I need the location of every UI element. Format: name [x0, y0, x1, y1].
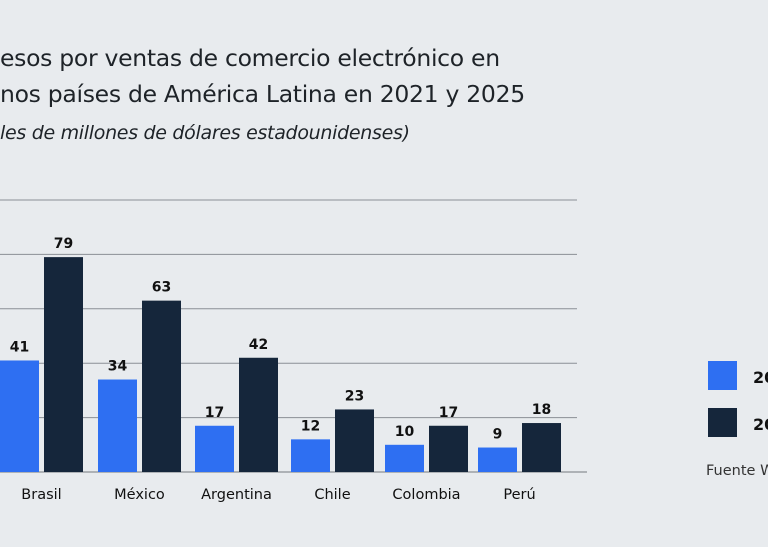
chart-title-line-1: esos por ventas de comercio electrónico …	[0, 44, 500, 72]
chart-title-line-2: nos países de América Latina en 2021 y 2…	[0, 80, 525, 108]
data-label: 23	[345, 388, 364, 404]
x-tick-label: Brasil	[21, 487, 61, 503]
bar-colombia-series-1	[385, 444, 424, 472]
bar-brasil-series-1	[0, 360, 39, 472]
data-label: 18	[532, 402, 551, 418]
data-label: 41	[10, 339, 29, 355]
data-label: 10	[395, 424, 415, 440]
legend-swatch-series-1	[708, 361, 737, 390]
bar-colombia-series-2	[429, 425, 468, 472]
data-label: 9	[493, 427, 503, 443]
bar-perú-series-2	[522, 423, 561, 472]
bar-brasil-series-2	[44, 257, 83, 472]
source-note: Fuente W	[706, 463, 768, 479]
data-label: 34	[108, 359, 128, 375]
bar-méxico-series-1	[98, 379, 137, 472]
x-tick-label: Colombia	[392, 487, 460, 503]
data-label: 63	[152, 280, 171, 296]
chart-subtitle: les de millones de dólares estadounidens…	[0, 122, 410, 144]
bar-argentina-series-1	[195, 425, 234, 472]
data-label: 42	[249, 337, 268, 353]
bar-méxico-series-2	[142, 300, 181, 472]
bar-chile-series-2	[335, 409, 374, 472]
x-tick-label: Argentina	[201, 487, 272, 503]
data-label: 79	[54, 236, 73, 252]
legend-label-series-1: 20	[753, 368, 768, 387]
bar-argentina-series-2	[239, 357, 278, 472]
x-tick-label: México	[114, 487, 165, 503]
bar-chile-series-1	[291, 439, 330, 472]
legend-label-series-2: 20	[753, 415, 768, 434]
data-label: 17	[439, 405, 458, 421]
x-tick-label: Perú	[503, 487, 535, 503]
data-label: 12	[301, 418, 320, 434]
bar-perú-series-1	[478, 447, 517, 472]
x-tick-label: Chile	[314, 487, 350, 503]
legend-swatch-series-2	[708, 408, 737, 437]
data-label: 17	[205, 405, 224, 421]
